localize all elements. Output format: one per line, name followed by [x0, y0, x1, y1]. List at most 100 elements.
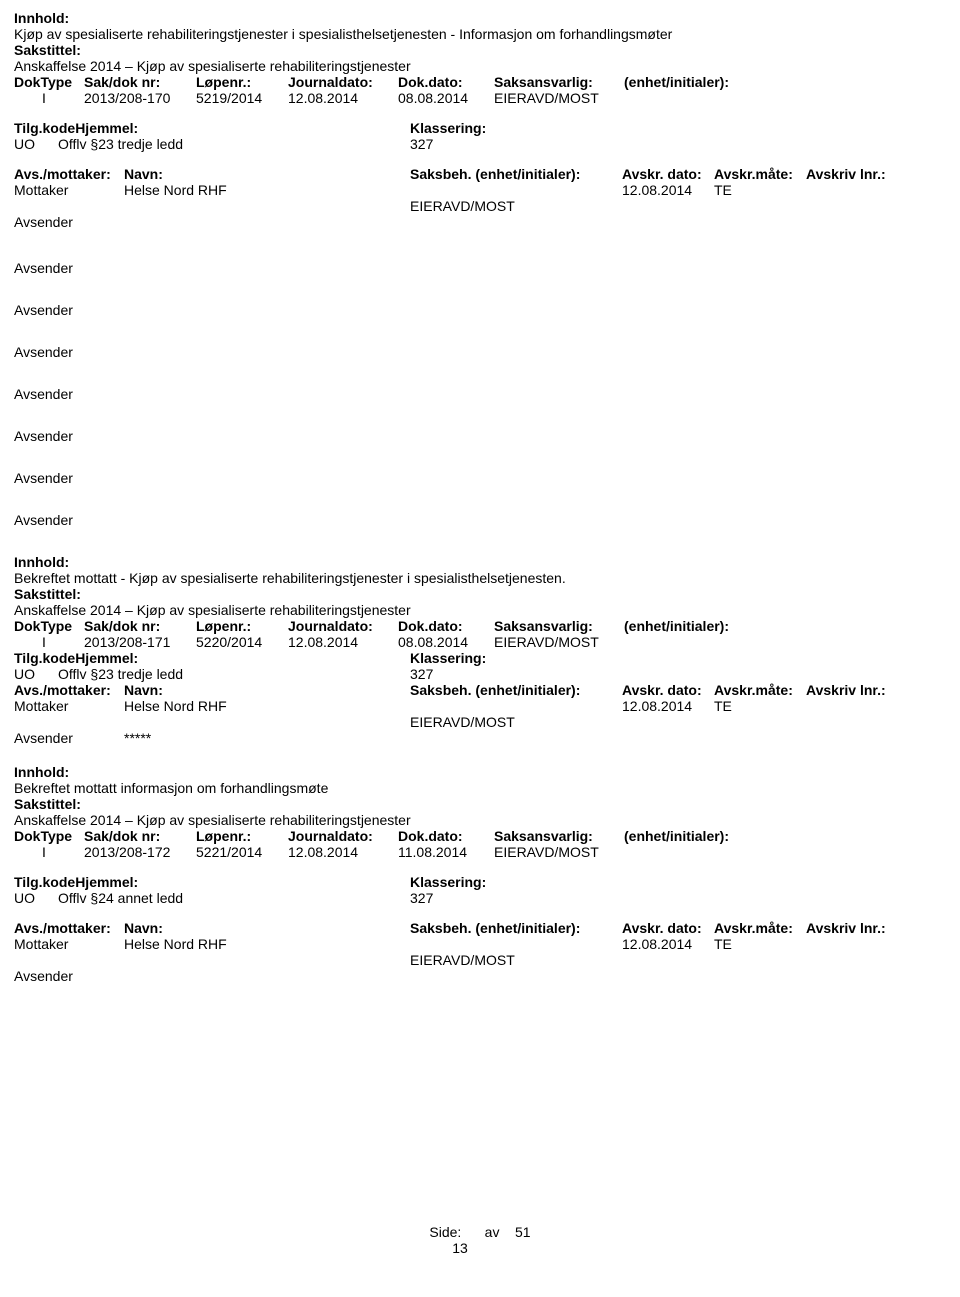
avsender-row: Avsender [14, 968, 946, 984]
doktype-header-row: DokType Sak/dok nr: Løpenr.: Journaldato… [14, 828, 946, 844]
lopenr-value: 5221/2014 [196, 844, 288, 860]
mottaker-row: Mottaker Helse Nord RHF 12.08.2014 TE [14, 698, 946, 714]
avskrivlnr-label: Avskriv lnr.: [806, 920, 916, 936]
enhetinit-value [624, 90, 774, 106]
mottaker-label: Mottaker [14, 936, 124, 952]
sakdok-label: Sak/dok nr: [84, 618, 196, 634]
innhold-label: Innhold: [14, 764, 946, 780]
doktype-value: I [14, 634, 84, 650]
doktype-value: I [14, 844, 84, 860]
saksansvarlig-value: EIERAVD/MOST [494, 90, 624, 106]
saksansvarlig-value: EIERAVD/MOST [494, 634, 624, 650]
avsender-label: Avsender [14, 214, 124, 230]
tilg-value-row: UO Offlv §23 tredje ledd 327 [14, 666, 946, 682]
innhold-label: Innhold: [14, 554, 946, 570]
sakstittel-text: Anskaffelse 2014 – Kjøp av spesialiserte… [14, 602, 946, 618]
doktype-label: DokType [14, 74, 84, 90]
sakstittel-text: Anskaffelse 2014 – Kjøp av spesialiserte… [14, 812, 946, 828]
klassering-value: 327 [410, 136, 570, 152]
page-total: 51 [515, 1224, 531, 1240]
mottaker-avskrdato: 12.08.2014 [622, 182, 714, 198]
tilg-header-row: Tilg.kodeHjemmel: Klassering: [14, 120, 946, 136]
avsender-label: Avsender [14, 730, 124, 746]
avsmottaker-label: Avs./mottaker: [14, 166, 124, 182]
lopenr-value: 5220/2014 [196, 634, 288, 650]
avskrmate-label: Avskr.måte: [714, 682, 806, 698]
avs-header-row: Avs./mottaker: Navn: Saksbeh. (enhet/ini… [14, 920, 946, 936]
doktype-label: DokType [14, 828, 84, 844]
klassering-label: Klassering: [410, 650, 570, 666]
hjemmel-value: Offlv §23 tredje ledd [58, 136, 410, 152]
enhetinit-label: (enhet/initialer): [624, 618, 774, 634]
doktype-header-row: DokType Sak/dok nr: Løpenr.: Journaldato… [14, 74, 946, 90]
lopenr-label: Løpenr.: [196, 74, 288, 90]
mottaker-saksbeh [410, 182, 622, 198]
tilgkode-value: UO [14, 136, 58, 152]
lopenr-label: Løpenr.: [196, 828, 288, 844]
page-current: 13 [0, 1240, 946, 1256]
saksbeh-unit: EIERAVD/MOST [410, 198, 622, 214]
innhold-label: Innhold: [14, 10, 946, 26]
avs-header-row: Avs./mottaker: Navn: Saksbeh. (enhet/ini… [14, 166, 946, 182]
mottaker-avskrmate: TE [714, 698, 774, 714]
avsender-repeat: Avsender [14, 386, 946, 402]
mottaker-avskrmate: TE [714, 182, 774, 198]
journal-entry: Innhold: Bekreftet mottatt informasjon o… [14, 764, 946, 984]
avsender-repeat: Avsender [14, 302, 946, 318]
tilgkodehjemmel-label: Tilg.kodeHjemmel: [14, 874, 410, 890]
saksbeh-label: Saksbeh. (enhet/initialer): [410, 166, 622, 182]
doktype-value: I [14, 90, 84, 106]
mottaker-avskrdato: 12.08.2014 [622, 936, 714, 952]
avskrmate-label: Avskr.måte: [714, 166, 806, 182]
sakstittel-text: Anskaffelse 2014 – Kjøp av spesialiserte… [14, 58, 946, 74]
sakdok-value: 2013/208-172 [84, 844, 196, 860]
journal-entry: Innhold: Bekreftet mottatt - Kjøp av spe… [14, 554, 946, 746]
mottaker-navn: Helse Nord RHF [124, 698, 410, 714]
doktype-header-row: DokType Sak/dok nr: Løpenr.: Journaldato… [14, 618, 946, 634]
dokdato-label: Dok.dato: [398, 618, 494, 634]
avsender-name: ***** [124, 730, 410, 746]
lopenr-label: Løpenr.: [196, 618, 288, 634]
saksbeh-label: Saksbeh. (enhet/initialer): [410, 920, 622, 936]
avsender-repeat: Avsender [14, 428, 946, 444]
saksbeh-unit: EIERAVD/MOST [410, 952, 622, 968]
avsender-name [124, 214, 410, 230]
avskrdato-label: Avskr. dato: [622, 166, 714, 182]
mottaker-avskrmate: TE [714, 936, 774, 952]
journaldato-label: Journaldato: [288, 828, 398, 844]
doktype-value-row: I 2013/208-170 5219/2014 12.08.2014 08.0… [14, 90, 946, 106]
document-page: Innhold: Kjøp av spesialiserte rehabilit… [0, 0, 960, 1276]
journal-entry: Innhold: Kjøp av spesialiserte rehabilit… [14, 10, 946, 528]
tilgkodehjemmel-label: Tilg.kodeHjemmel: [14, 120, 410, 136]
avsender-repeat: Avsender [14, 344, 946, 360]
avskrdato-label: Avskr. dato: [622, 682, 714, 698]
hjemmel-value: Offlv §24 annet ledd [58, 890, 410, 906]
tilgkode-value: UO [14, 666, 58, 682]
klassering-label: Klassering: [410, 120, 570, 136]
avsender-row: Avsender ***** [14, 730, 946, 746]
mottaker-row: Mottaker Helse Nord RHF 12.08.2014 TE [14, 936, 946, 952]
mottaker-label: Mottaker [14, 698, 124, 714]
tilg-header-row: Tilg.kodeHjemmel: Klassering: [14, 650, 946, 666]
innhold-text: Bekreftet mottatt - Kjøp av spesialisert… [14, 570, 946, 586]
avsender-label: Avsender [14, 968, 124, 984]
avsmottaker-label: Avs./mottaker: [14, 920, 124, 936]
enhetinit-label: (enhet/initialer): [624, 74, 774, 90]
journaldato-value: 12.08.2014 [288, 844, 398, 860]
innhold-text: Kjøp av spesialiserte rehabiliteringstje… [14, 26, 946, 42]
mottaker-navn: Helse Nord RHF [124, 936, 410, 952]
journaldato-value: 12.08.2014 [288, 90, 398, 106]
tilg-header-row: Tilg.kodeHjemmel: Klassering: [14, 874, 946, 890]
saksbeh-unit: EIERAVD/MOST [410, 714, 622, 730]
saksansvarlig-label: Saksansvarlig: [494, 828, 624, 844]
saksbeh-unit-row: EIERAVD/MOST [14, 714, 946, 730]
lopenr-value: 5219/2014 [196, 90, 288, 106]
dokdato-value: 08.08.2014 [398, 90, 494, 106]
doktype-value-row: I 2013/208-171 5220/2014 12.08.2014 08.0… [14, 634, 946, 650]
journaldato-label: Journaldato: [288, 618, 398, 634]
dokdato-label: Dok.dato: [398, 828, 494, 844]
klassering-value: 327 [410, 890, 570, 906]
saksansvarlig-value: EIERAVD/MOST [494, 844, 624, 860]
avskrdato-label: Avskr. dato: [622, 920, 714, 936]
av-label: av [485, 1224, 500, 1240]
